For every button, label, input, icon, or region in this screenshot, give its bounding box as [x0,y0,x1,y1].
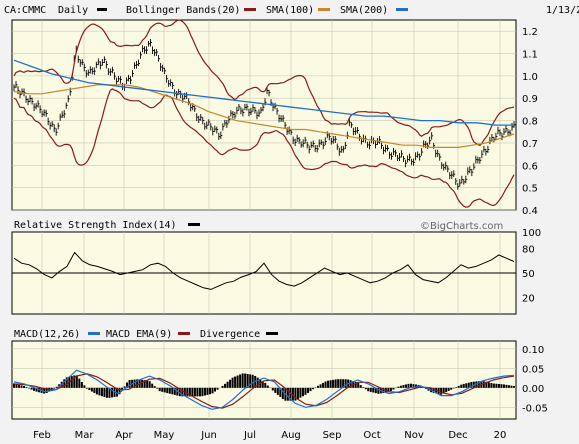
x-tick-label: 20 [494,430,507,441]
legend-sma100: SMA(100) [266,5,314,16]
legend-divergence-swatch [266,332,278,335]
x-tick-label: Aug [281,430,301,441]
watermark: ©BigCharts.com [420,221,503,232]
bollinger-lower-band [13,88,515,208]
x-tick-label: Feb [33,430,51,441]
series-layer [12,19,516,410]
gridlines [12,20,516,419]
sma100-line [13,84,515,148]
legend-macd-swatch [88,332,100,335]
legend-rsi-swatch [188,223,200,226]
price-y-tick: 1.2 [522,27,538,38]
macd-y-tick: -0.05 [522,403,548,414]
rsi-line [13,251,515,290]
legend-bollinger-swatch [244,8,256,11]
rsi-y-tick: 50 [522,269,535,280]
rsi-y-tick: 80 [522,244,535,255]
macd-ema-line [13,373,515,409]
legend-sma100-swatch [318,8,330,11]
rsi-y-tick: 100 [522,228,541,239]
price-y-tick: 0.9 [522,94,538,105]
x-tick-label: Dec [448,430,467,441]
macd-panel [11,340,517,420]
price-y-tick: 0.6 [522,161,538,172]
price-y-tick: 0.4 [522,206,538,217]
x-tick-label: Oct [363,430,380,441]
legend-sma200: SMA(200) [340,5,388,16]
legend-macd-ema-swatch [178,332,190,335]
x-tick-label: Jun [200,430,217,441]
legend-rsi: Relative Strength Index(14) [14,220,177,231]
date-label: 1/13/20 [546,5,579,16]
macd-line [13,369,515,410]
x-tick-label: Sep [323,430,342,441]
symbol-label: CA:CMMC [4,5,46,16]
macd-y-tick: 0.10 [522,345,544,356]
legend-divergence: Divergence [200,329,260,340]
legend-macd-ema: MACD EMA(9) [106,329,172,340]
x-tick-label: Nov [404,430,424,441]
symbol-legend-swatch [97,8,107,11]
x-tick-labels: Feb Mar Apr May Jun Jul Aug Sep Oct Nov Dec 20 [33,430,506,441]
macd-y-tick: 0.05 [522,364,544,375]
x-tick-label: May [154,430,175,441]
macd-y-tick: 0.00 [522,384,544,395]
price-y-tick: 0.8 [522,117,538,128]
price-y-tick: 1.1 [522,50,538,61]
x-tick-label: Jul [243,430,256,441]
legend-sma200-swatch [396,8,408,11]
price-y-tick: 0.5 [522,184,538,195]
period-label: Daily [58,5,88,16]
y-tick-labels: 1.2 1.1 1.0 0.9 0.8 0.7 0.6 0.5 0.4 100 80 50 20 0.10… [522,27,548,414]
legend-bollinger: Bollinger Bands(20) [126,5,240,16]
x-tick-label: Apr [115,430,133,441]
price-y-tick: 0.7 [522,139,538,150]
x-tick-label: Mar [75,430,95,441]
price-y-tick: 1.0 [522,72,538,83]
bollinger-upper-band [13,19,515,147]
sma200-line [13,59,514,126]
price-panel [11,19,517,211]
rsi-y-tick: 20 [522,294,535,305]
legend-macd: MACD(12,26) [14,329,80,340]
